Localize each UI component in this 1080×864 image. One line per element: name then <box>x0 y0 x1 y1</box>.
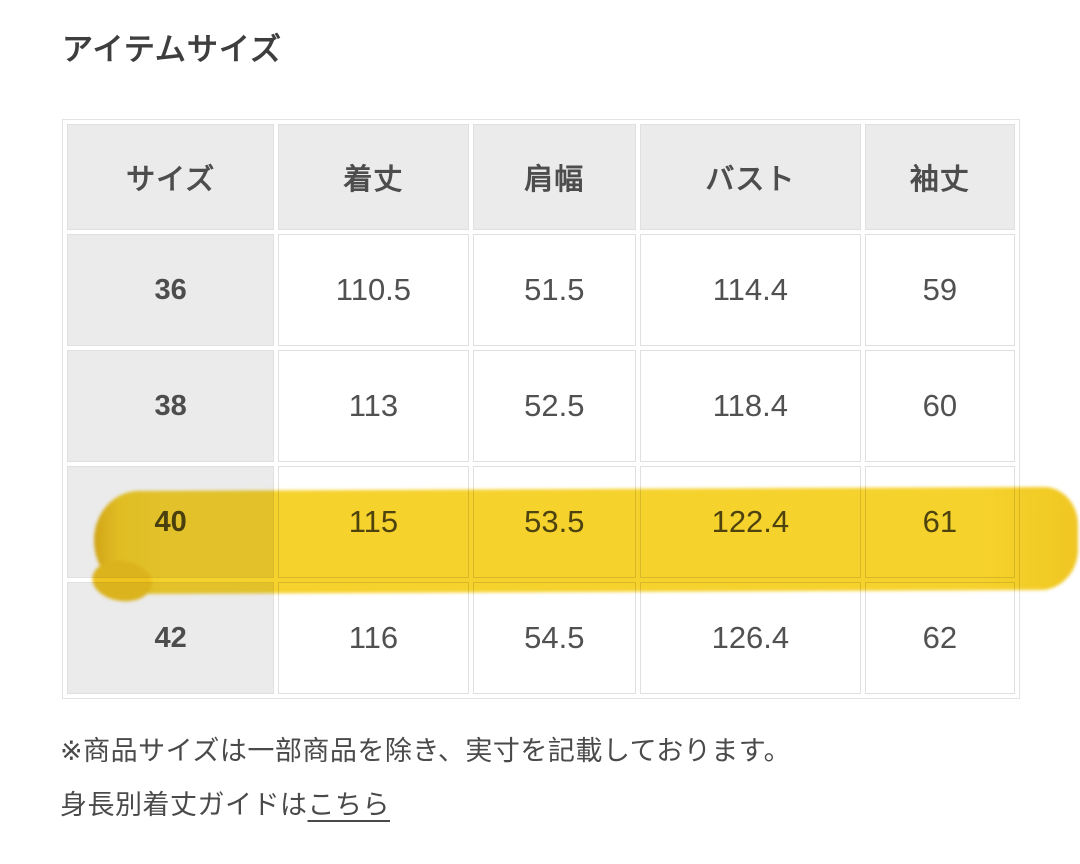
column-header-size: サイズ <box>67 124 275 230</box>
measurement-cell: 60 <box>864 350 1015 462</box>
measurement-cell: 51.5 <box>472 234 637 346</box>
height-guide-line: 身長別着丈ガイドはこちら <box>60 783 390 822</box>
measurement-cell: 59 <box>864 234 1015 346</box>
measurement-cell: 54.5 <box>472 582 637 694</box>
header-row: サイズ 着丈 肩幅 バスト 袖丈 <box>67 124 1015 230</box>
column-header-shoulder: 肩幅 <box>472 124 637 230</box>
measurement-cell: 62 <box>864 582 1015 694</box>
measurement-cell: 61 <box>864 466 1015 578</box>
height-guide-link[interactable]: こちら <box>307 790 390 820</box>
measurement-cell: 110.5 <box>278 234 469 346</box>
size-cell: 38 <box>67 350 275 462</box>
table-row-size-40: 40 115 53.5 122.4 61 <box>67 466 1015 578</box>
measurement-cell: 115 <box>278 466 469 578</box>
size-cell: 42 <box>67 582 275 694</box>
table-row-size-38: 38 113 52.5 118.4 60 <box>67 350 1015 462</box>
measurement-cell: 118.4 <box>640 350 861 462</box>
item-size-table: サイズ 着丈 肩幅 バスト 袖丈 36 110.5 51.5 114.4 59 … <box>62 119 1020 699</box>
size-cell: 40 <box>67 466 275 578</box>
column-header-sleeve: 袖丈 <box>864 124 1015 230</box>
size-disclaimer-note: ※商品サイズは一部商品を除き、実寸を記載しております。 <box>60 736 792 766</box>
measurement-cell: 122.4 <box>640 466 861 578</box>
measurement-cell: 53.5 <box>472 466 637 578</box>
table-row-size-42: 42 116 54.5 126.4 62 <box>67 582 1015 694</box>
column-header-bust: バスト <box>640 124 861 230</box>
measurement-cell: 116 <box>278 582 469 694</box>
measurement-cell: 114.4 <box>640 234 861 346</box>
height-guide-text: 身長別着丈ガイドは <box>60 790 308 820</box>
size-cell: 36 <box>67 234 275 346</box>
measurement-cell: 126.4 <box>640 582 861 694</box>
table-row-size-36: 36 110.5 51.5 114.4 59 <box>67 234 1015 346</box>
column-header-length: 着丈 <box>278 124 469 230</box>
measurement-cell: 52.5 <box>472 350 637 462</box>
page-title: アイテムサイズ <box>62 32 282 67</box>
measurement-cell: 113 <box>278 350 469 462</box>
